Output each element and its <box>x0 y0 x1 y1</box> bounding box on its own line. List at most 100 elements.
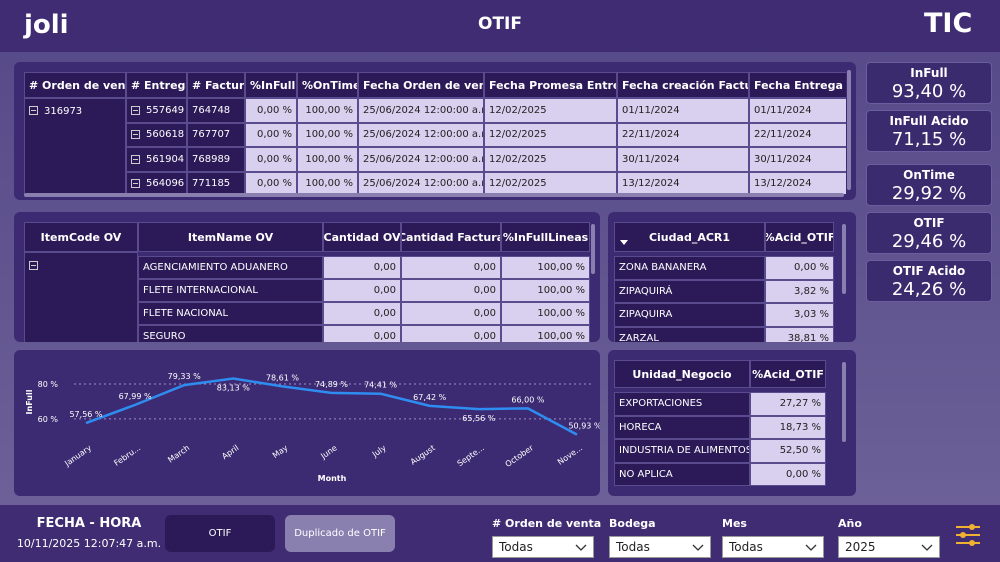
dropdown-arrow[interactable] <box>921 544 933 552</box>
table-cell: 0,00 <box>323 256 401 279</box>
cell-text: 12/02/2025 <box>489 178 547 190</box>
filter-dropdown[interactable]: 2025 <box>838 536 940 558</box>
cell-text: 13/12/2024 <box>754 178 812 190</box>
table-cell: 30/11/2024 <box>617 147 749 172</box>
chart-panel: Month InFull 60 % 80 % January 57,56 % Febru… <box>14 350 602 496</box>
chevron <box>921 544 933 551</box>
cell-text: 12/02/2025 <box>489 104 547 116</box>
table-cell: 0,00 % <box>245 147 297 172</box>
nav-button[interactable]: Duplicado de OTIF <box>285 515 395 552</box>
kpi-value: 29,92 % <box>891 183 967 204</box>
cell-text: 0,00 % <box>257 129 292 141</box>
y-tick-label: 60 % <box>38 415 59 424</box>
filter-dropdown[interactable]: Todas <box>609 536 711 558</box>
table-cell: 12/02/2025 <box>484 98 617 123</box>
data-label: 67,42 % <box>413 393 446 402</box>
cell-text: Todas <box>499 540 533 554</box>
column-header: Fecha creación Factura <box>617 72 749 98</box>
cell-text: 560618 <box>146 129 185 141</box>
table-cell: 0,00 <box>401 256 501 279</box>
table-cell: 100,00 % <box>501 256 590 279</box>
city-panel: Ciudad_ACR1 %Acid_OTIF ZONA BANANERA 0,00 %… <box>608 212 856 342</box>
table-cell: SEGURO <box>138 325 323 342</box>
expand-icon[interactable] <box>131 154 140 164</box>
table-cell: 0,00 <box>323 302 401 325</box>
filter-label: Mes <box>722 517 747 530</box>
v-scrollbar[interactable] <box>591 224 595 274</box>
filter-dropdown[interactable]: Todas <box>722 536 824 558</box>
nav-button[interactable]: OTIF <box>165 515 275 552</box>
expand-icon[interactable] <box>29 106 38 115</box>
items-table: ItemCode OV ItemName OV Cantidad OV Cantida… <box>24 222 590 342</box>
dropdown-arrow[interactable] <box>805 544 817 552</box>
cell-text: 764748 <box>192 104 231 116</box>
cell-text: 100,00 % <box>305 104 353 116</box>
column-header: Cantidad Factura <box>401 222 501 252</box>
cell-text: 316973 <box>44 106 83 117</box>
dropdown-arrow[interactable] <box>692 544 704 552</box>
table-cell: 767707 <box>187 122 245 147</box>
chevron <box>692 544 704 551</box>
data-label: 57,56 % <box>69 410 102 419</box>
expand-icon[interactable] <box>131 130 140 140</box>
orders-table: # Orden de venta# Entrega# Factura%InFul… <box>24 72 846 194</box>
table-cell: 01/11/2024 <box>749 98 846 123</box>
table-cell: 13/12/2024 <box>617 171 749 194</box>
table-cell: 100,00 % <box>501 325 590 342</box>
v-scrollbar[interactable] <box>842 224 846 294</box>
business-table: Unidad_Negocio %Acid_OTIF EXPORTACIONES 27,… <box>614 360 836 490</box>
data-label: 65,56 % <box>462 414 495 423</box>
v-scrollbar[interactable] <box>847 70 851 190</box>
table-cell: 768989 <box>187 147 245 172</box>
orders-panel: # Orden de venta# Entrega# Factura%InFul… <box>14 62 856 200</box>
column-header: ItemName OV <box>138 222 323 252</box>
dropdown-arrow[interactable] <box>575 544 587 552</box>
page-title: OTIF <box>478 14 522 34</box>
filter-label: # Orden de venta <box>492 517 602 530</box>
filter-dropdown[interactable]: Todas <box>492 536 594 558</box>
table-cell: 12/02/2025 <box>484 147 617 172</box>
sort-arrow[interactable] <box>620 240 628 245</box>
table-cell: 100,00 % <box>297 147 358 172</box>
cell-text: 2025 <box>845 540 876 554</box>
column-header: # Factura <box>187 72 245 98</box>
line-chart: Month InFull 60 % 80 % January 57,56 % Febru… <box>25 372 602 483</box>
h-scrollbar[interactable] <box>24 193 844 197</box>
table-cell: 557649 <box>126 98 187 123</box>
cell-text: 01/11/2024 <box>754 104 812 116</box>
x-tick-label: August <box>409 443 437 466</box>
kpi-label: InFull <box>910 66 948 80</box>
filter-icon[interactable] <box>954 523 982 547</box>
cell-text: 0,00 % <box>257 104 292 116</box>
expand-icon[interactable] <box>29 261 38 270</box>
cell-text: 12/02/2025 <box>489 153 547 165</box>
table-cell: 27,27 % <box>750 392 826 416</box>
table-cell: EXPORTACIONES <box>614 392 750 416</box>
kpi-label: OnTime <box>903 168 955 182</box>
y-axis-title: InFull <box>25 389 34 414</box>
cell-text: 01/11/2024 <box>622 104 680 116</box>
table-cell: 0,00 <box>401 302 501 325</box>
v-scrollbar[interactable] <box>842 362 846 442</box>
footer-bar: FECHA - HORA 10/11/2025 12:07:47 a.m. OT… <box>0 505 1000 562</box>
table-cell: 22/11/2024 <box>617 122 749 147</box>
expand-icon[interactable] <box>131 105 140 115</box>
data-label: 66,00 % <box>511 395 544 404</box>
cell-text: 25/06/2024 12:00:00 a.m. <box>363 104 484 116</box>
city-table: Ciudad_ACR1 %Acid_OTIF ZONA BANANERA 0,00 %… <box>614 222 836 342</box>
column-header: ItemCode OV <box>24 222 138 252</box>
table-cell: 0,00 <box>401 279 501 302</box>
order-cell: 316973 <box>24 98 126 194</box>
table-cell: 100,00 % <box>501 279 590 302</box>
column-header: Cantidad OV <box>323 222 401 252</box>
chevron <box>805 544 817 551</box>
table-cell: 0,00 % <box>245 122 297 147</box>
column-header: # Orden de venta <box>24 72 126 98</box>
cell-text: 25/06/2024 12:00:00 a.m. <box>363 129 484 141</box>
column-header: %Acid_OTIF <box>750 360 826 388</box>
table-cell: 18,73 % <box>750 415 826 439</box>
table-cell: 3,82 % <box>765 279 834 303</box>
table-cell: 0,00 <box>323 325 401 342</box>
expand-icon[interactable] <box>131 179 140 189</box>
table-cell: INDUSTRIA DE ALIMENTOS <box>614 439 750 463</box>
